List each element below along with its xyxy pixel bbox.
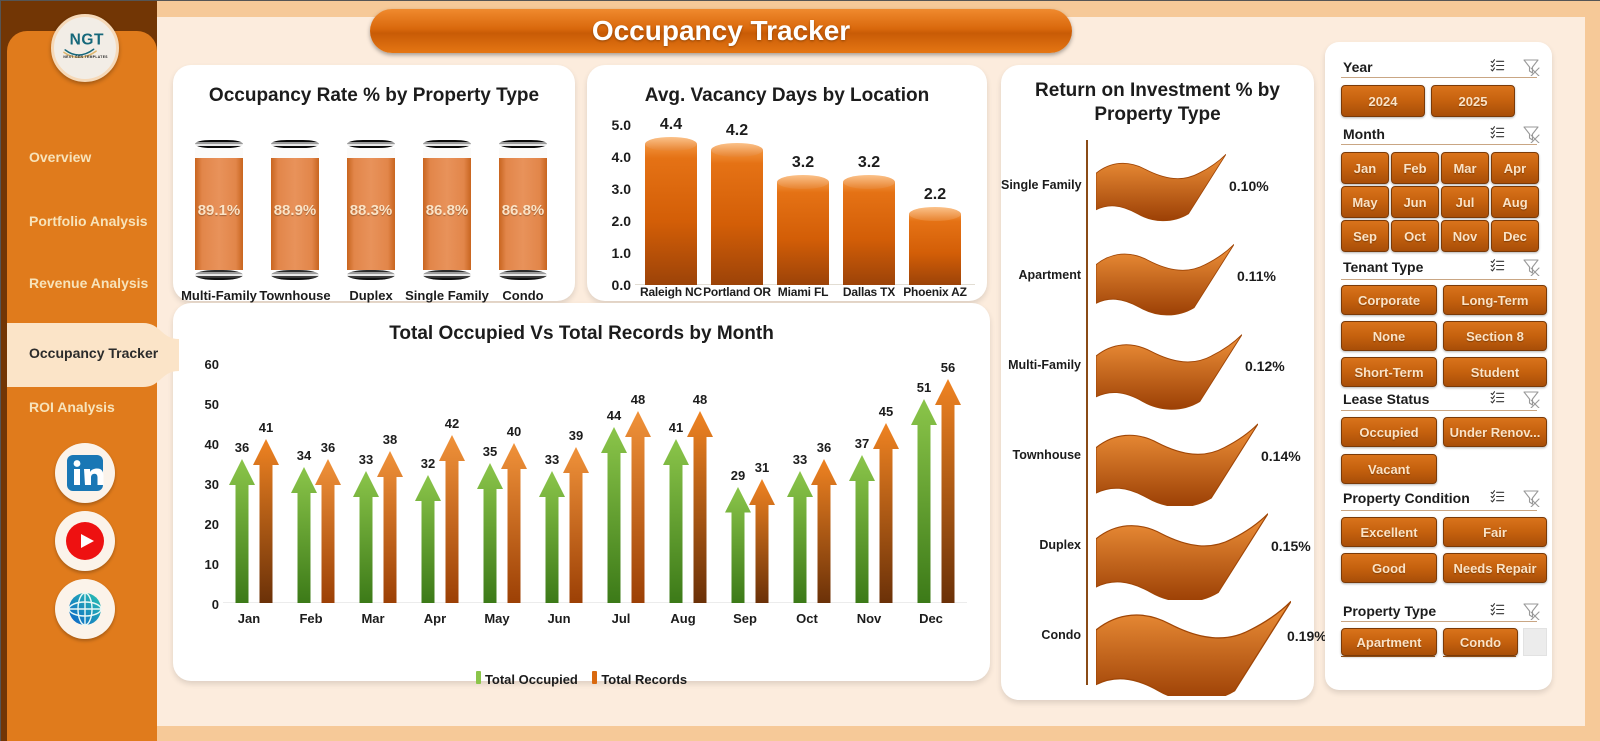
svg-text:NEXT GEN TEMPLATES: NEXT GEN TEMPLATES [63,55,108,59]
svg-text:NGT: NGT [70,31,105,48]
